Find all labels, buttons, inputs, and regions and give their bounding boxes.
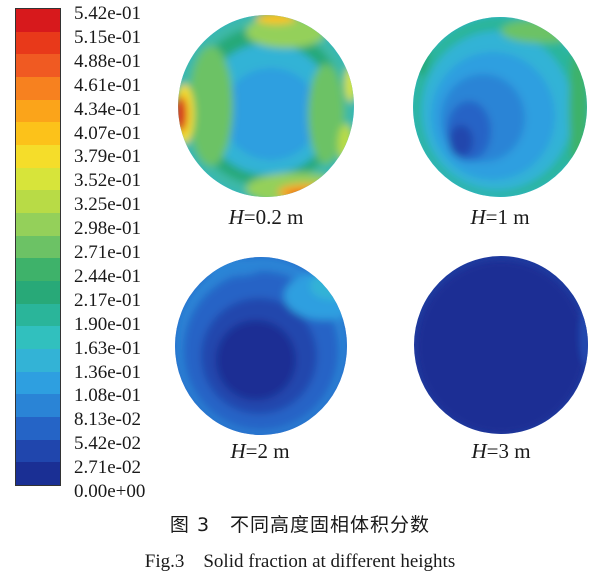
colorbar-band <box>16 258 60 282</box>
colorbar-band <box>16 349 60 372</box>
legend-tick-label: 5.42e-01 <box>74 3 142 24</box>
legend-tick-label: 4.34e-01 <box>74 98 142 120</box>
colorbar-band <box>16 9 60 32</box>
legend-tick-label: 1.36e-01 <box>74 361 142 383</box>
contour-plot-h-1 <box>411 16 589 198</box>
plot-label-h-3: H=3 m <box>471 439 531 463</box>
colorbar-band <box>16 394 60 418</box>
plot-label-h-0.2: H=0.2 m <box>228 205 304 229</box>
colorbar-band <box>16 77 60 100</box>
colorbar-band <box>16 213 60 236</box>
contour-plot-h-2 <box>174 256 348 436</box>
colorbar-band <box>16 190 60 214</box>
legend-tick-label: 3.79e-01 <box>74 146 142 168</box>
legend-tick-label: 8.13e-02 <box>74 409 142 431</box>
colorbar-band <box>16 122 60 146</box>
legend-tick-label: 5.15e-01 <box>74 26 142 48</box>
plot-label-h-1: H=1 m <box>470 205 530 229</box>
colorbar-band <box>16 417 60 440</box>
colorbar-band <box>16 99 60 123</box>
colorbar-band <box>16 167 60 191</box>
legend-tick-label: 2.44e-01 <box>74 265 142 287</box>
legend-tick-label: 2.71e-02 <box>74 457 142 479</box>
legend-tick-label: 2.71e-01 <box>74 242 142 263</box>
colorbar-band <box>16 145 60 168</box>
figure-caption-english: Fig.3 Solid fraction at different height… <box>144 551 456 572</box>
colorbar-band <box>16 31 60 55</box>
legend-tick-label: 2.17e-01 <box>74 289 142 311</box>
legend-tick-label: 1.90e-01 <box>74 313 142 335</box>
legend-tick-label: 0.00e+00 <box>74 481 146 502</box>
contour-plot-h-3 <box>413 255 589 435</box>
legend-tick-label: 1.63e-01 <box>74 337 142 359</box>
colorbar-band <box>16 235 60 259</box>
colorbar-band <box>16 54 60 78</box>
colorbar-band <box>16 439 60 463</box>
legend-tick-label: 1.08e-01 <box>74 385 142 407</box>
colorbar-band <box>16 462 60 486</box>
contour-plot-h-0.2 <box>176 14 356 198</box>
legend-tick-label: 5.42e-02 <box>74 433 142 455</box>
colorbar-band <box>16 281 60 304</box>
legend-tick-label: 3.52e-01 <box>74 170 142 192</box>
figure-caption-chinese: 图 3 不同高度固相体积分数 <box>169 514 431 536</box>
colorbar-band <box>16 326 60 350</box>
legend-tick-label: 4.88e-01 <box>74 50 142 72</box>
legend-tick-label: 4.61e-01 <box>74 74 142 96</box>
legend-tick-label: 4.07e-01 <box>74 122 142 144</box>
legend-tick-label: 3.25e-01 <box>74 194 142 216</box>
colorbar-band <box>16 371 60 395</box>
plot-label-h-2: H=2 m <box>230 439 290 463</box>
colorbar-band <box>16 303 60 327</box>
legend-tick-label: 2.98e-01 <box>74 218 142 240</box>
legend-labels: 5.42e-01 5.15e-01 4.88e-01 4.61e-01 4.34e-01… <box>74 3 174 501</box>
colorbar-legend <box>15 8 61 486</box>
